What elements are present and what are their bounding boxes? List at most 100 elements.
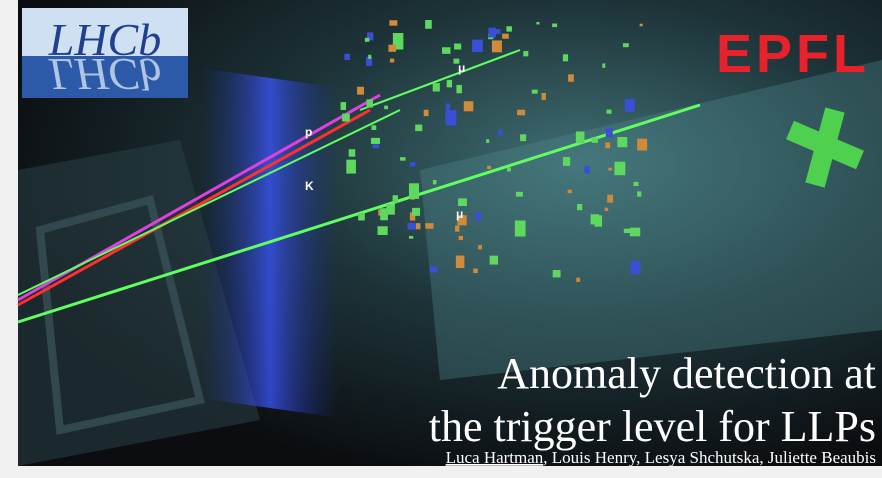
calorimeter-cell: [412, 208, 420, 216]
calorimeter-cell: [640, 24, 643, 27]
calorimeter-cell: [373, 144, 379, 148]
calorimeter-cell: [523, 51, 528, 56]
calorimeter-cell: [368, 55, 371, 59]
calorimeter-cell: [498, 130, 502, 136]
calorimeter-cell: [624, 229, 630, 233]
calorimeter-cell: [456, 85, 461, 93]
title-line: the trigger level for LLPs: [429, 402, 876, 451]
particle-label: μ: [456, 207, 463, 221]
calorimeter-cell: [415, 223, 420, 229]
calorimeter-cell: [592, 137, 599, 143]
calorimeter-cell: [576, 278, 580, 282]
calorimeter-cell: [563, 157, 570, 166]
page: LHCb LHCb EPFL p K μ μ Anomaly detection…: [0, 0, 882, 478]
calorimeter-cell: [442, 47, 450, 54]
presenter: Luca Hartman: [446, 448, 544, 467]
calorimeter-cell: [388, 45, 396, 52]
calorimeter-cell: [410, 162, 416, 166]
calorimeter-cell: [400, 157, 406, 160]
calorimeter-cell: [365, 38, 369, 42]
calorimeter-cell: [409, 183, 419, 199]
calorimeter-cell: [607, 195, 613, 203]
calorimeter-cell: [380, 208, 388, 220]
calorimeter-cell: [344, 54, 350, 60]
calorimeter-cell: [475, 212, 481, 221]
calorimeter-cell: [532, 90, 538, 94]
calorimeter-cell: [542, 93, 546, 100]
calorimeter-cell: [446, 110, 457, 125]
calorimeter-cell: [506, 26, 512, 31]
particle-label: p: [305, 125, 312, 139]
calorimeter-cell: [591, 214, 599, 224]
title-line: Anomaly detection at: [497, 349, 876, 398]
calorimeter-cell: [608, 168, 612, 171]
lhcb-logo-reflection: LHCb: [48, 49, 161, 100]
calorimeter-cell: [568, 190, 572, 193]
calorimeter-cell: [517, 110, 525, 116]
calorimeter-cell: [617, 137, 627, 147]
authors: Luca Hartman, Louis Henry, Lesya Shchuts…: [446, 448, 876, 467]
calorimeter-cell: [433, 83, 440, 91]
calorimeter-cell: [371, 138, 380, 144]
calorimeter-cell: [358, 213, 365, 221]
calorimeter-cell: [490, 256, 498, 265]
calorimeter-cell: [430, 267, 438, 273]
calorimeter-cell: [606, 128, 613, 137]
calorimeter-cell: [634, 182, 639, 186]
calorimeter-cell: [507, 167, 511, 171]
calorimeter-cell: [393, 195, 398, 202]
particle-label: K: [305, 179, 314, 193]
calorimeter-cell: [342, 114, 350, 122]
calorimeter-cell: [446, 103, 450, 109]
calorimeter-cell: [478, 245, 482, 249]
calorimeter-cell: [614, 162, 625, 175]
calorimeter-cell: [366, 99, 372, 107]
calorimeter-cell: [341, 102, 347, 110]
calorimeter-cell: [492, 40, 502, 52]
calorimeter-cell: [486, 139, 489, 143]
particle-label: μ: [458, 61, 465, 75]
calorimeter-cell: [488, 28, 496, 38]
calorimeter-cell: [602, 63, 605, 67]
slide-view: LHCb LHCb EPFL p K μ μ Anomaly detection…: [0, 0, 882, 478]
calorimeter-cell: [378, 226, 388, 235]
calorimeter-cell: [464, 101, 474, 111]
calorimeter-cell: [563, 54, 568, 61]
calorimeter-cell: [568, 74, 574, 82]
calorimeter-cell: [473, 268, 478, 273]
calorimeter-cell: [536, 22, 539, 24]
co-authors: , Louis Henry, Lesya Shchutska, Juliette…: [543, 448, 876, 467]
calorimeter-cell: [502, 34, 509, 39]
calorimeter-cell: [384, 106, 388, 110]
calorimeter-cell: [390, 59, 394, 63]
calorimeter-cell: [425, 223, 433, 229]
calorimeter-cell: [447, 80, 452, 87]
calorimeter-cell: [516, 192, 523, 197]
calorimeter-cell: [425, 20, 432, 29]
calorimeter-cell: [576, 131, 585, 143]
calorimeter-cell: [623, 43, 629, 47]
calorimeter-cell: [637, 139, 647, 151]
calorimeter-cell: [455, 226, 459, 232]
calorimeter-cell: [472, 40, 483, 52]
calorimeter-cell: [606, 110, 611, 114]
calorimeter-cell: [456, 256, 465, 269]
calorimeter-cell: [349, 149, 356, 157]
calorimeter-cell: [637, 191, 641, 196]
calorimeter-cell: [625, 99, 635, 112]
epfl-logo: EPFL: [716, 24, 870, 84]
calorimeter-cell: [487, 166, 491, 169]
calorimeter-cell: [454, 44, 461, 50]
calorimeter-cell: [433, 180, 437, 184]
calorimeter-cell: [346, 160, 356, 174]
calorimeter-cell: [577, 204, 582, 210]
calorimeter-cell: [552, 23, 557, 27]
calorimeter-cell: [631, 261, 641, 274]
calorimeter-cell: [553, 270, 561, 277]
calorimeter-cell: [459, 236, 463, 240]
calorimeter-cell: [630, 228, 640, 237]
calorimeter-cell: [409, 236, 413, 239]
calorimeter-cell: [605, 208, 608, 211]
calorimeter-cell: [371, 125, 376, 130]
calorimeter-cell: [515, 220, 526, 236]
